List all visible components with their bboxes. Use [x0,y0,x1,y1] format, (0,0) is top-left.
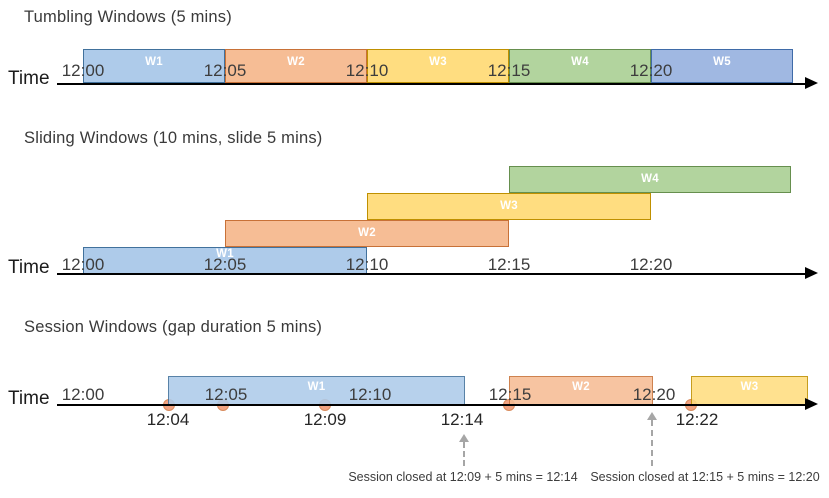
session-title: Session Windows (gap duration 5 mins) [24,318,323,336]
sliding-window-w3: W3 [367,193,651,220]
session2-close-arrow-icon [647,412,657,420]
event-time-1209: 12:09 [303,410,347,429]
tumbling-tick-1215: 12:15 [487,61,531,80]
tumbling-window-w2: W2 [225,49,367,83]
sliding-tick-1200: 12:00 [61,255,105,274]
sliding-time-label: Time [8,257,50,278]
sliding-axis-arrow-icon [805,267,818,279]
sliding-window-w2: W2 [225,220,509,247]
tumbling-title: Tumbling Windows (5 mins) [24,8,232,26]
session1-close-arrow-icon [459,434,469,442]
tumbling-tick-1205: 12:05 [203,61,247,80]
window-label: W1 [216,248,234,260]
tumbling-tick-1200: 12:00 [61,61,105,80]
tumbling-tick-1210: 12:10 [345,61,389,80]
window-label: W4 [641,173,659,185]
session-tick-1220: 12:20 [632,385,676,404]
sliding-tick-1210: 12:10 [345,255,389,274]
window-label: W3 [740,381,759,393]
event-time-1214: 12:14 [440,410,484,429]
window-label: W1 [145,56,163,68]
window-label: W3 [500,200,518,212]
event-time-1222: 12:22 [675,410,719,429]
event-time-1204: 12:04 [146,410,190,429]
sliding-tick-1205: 12:05 [203,255,247,274]
window-label: W2 [358,227,376,239]
session2-close-annotation: Session closed at 12:15 + 5 mins = 12:20 [590,470,820,484]
session-tick-1215: 12:15 [488,385,532,404]
session1-close-annotation: Session closed at 12:09 + 5 mins = 12:14 [348,470,578,484]
session-window-w1: W1 [168,376,465,405]
session-window-w3: W3 [691,376,808,405]
tumbling-window-w3: W3 [367,49,509,83]
sliding-time-axis [57,273,807,275]
tumbling-axis-arrow-icon [805,77,818,89]
tumbling-window-w1: W1 [83,49,225,83]
session-tick-1200: 12:00 [61,385,105,404]
session-time-axis [57,404,807,406]
window-label: W2 [572,381,590,393]
sliding-tick-1215: 12:15 [487,255,531,274]
session-axis-arrow-icon [805,398,818,410]
sliding-window-w4: W4 [509,166,791,193]
window-label: W3 [429,56,447,68]
sliding-tick-1220: 12:20 [629,255,673,274]
window-label: W4 [571,56,589,68]
window-label: W5 [713,56,731,68]
tumbling-time-axis [57,83,807,85]
sliding-window-w1: W1 [83,247,367,274]
session-time-label: Time [8,388,50,409]
tumbling-time-label: Time [8,68,50,89]
session2-close-arrow-line [651,420,653,466]
tumbling-window-w4: W4 [509,49,651,83]
sliding-title: Sliding Windows (10 mins, slide 5 mins) [24,129,323,147]
window-label: W1 [307,381,326,393]
session-window-w2: W2 [509,376,653,405]
session-tick-1205: 12:05 [204,385,248,404]
session1-close-arrow-line [463,442,465,466]
session-tick-1210: 12:10 [348,385,392,404]
tumbling-window-w5: W5 [651,49,793,83]
window-label: W2 [287,56,305,68]
tumbling-tick-1220: 12:20 [629,61,673,80]
